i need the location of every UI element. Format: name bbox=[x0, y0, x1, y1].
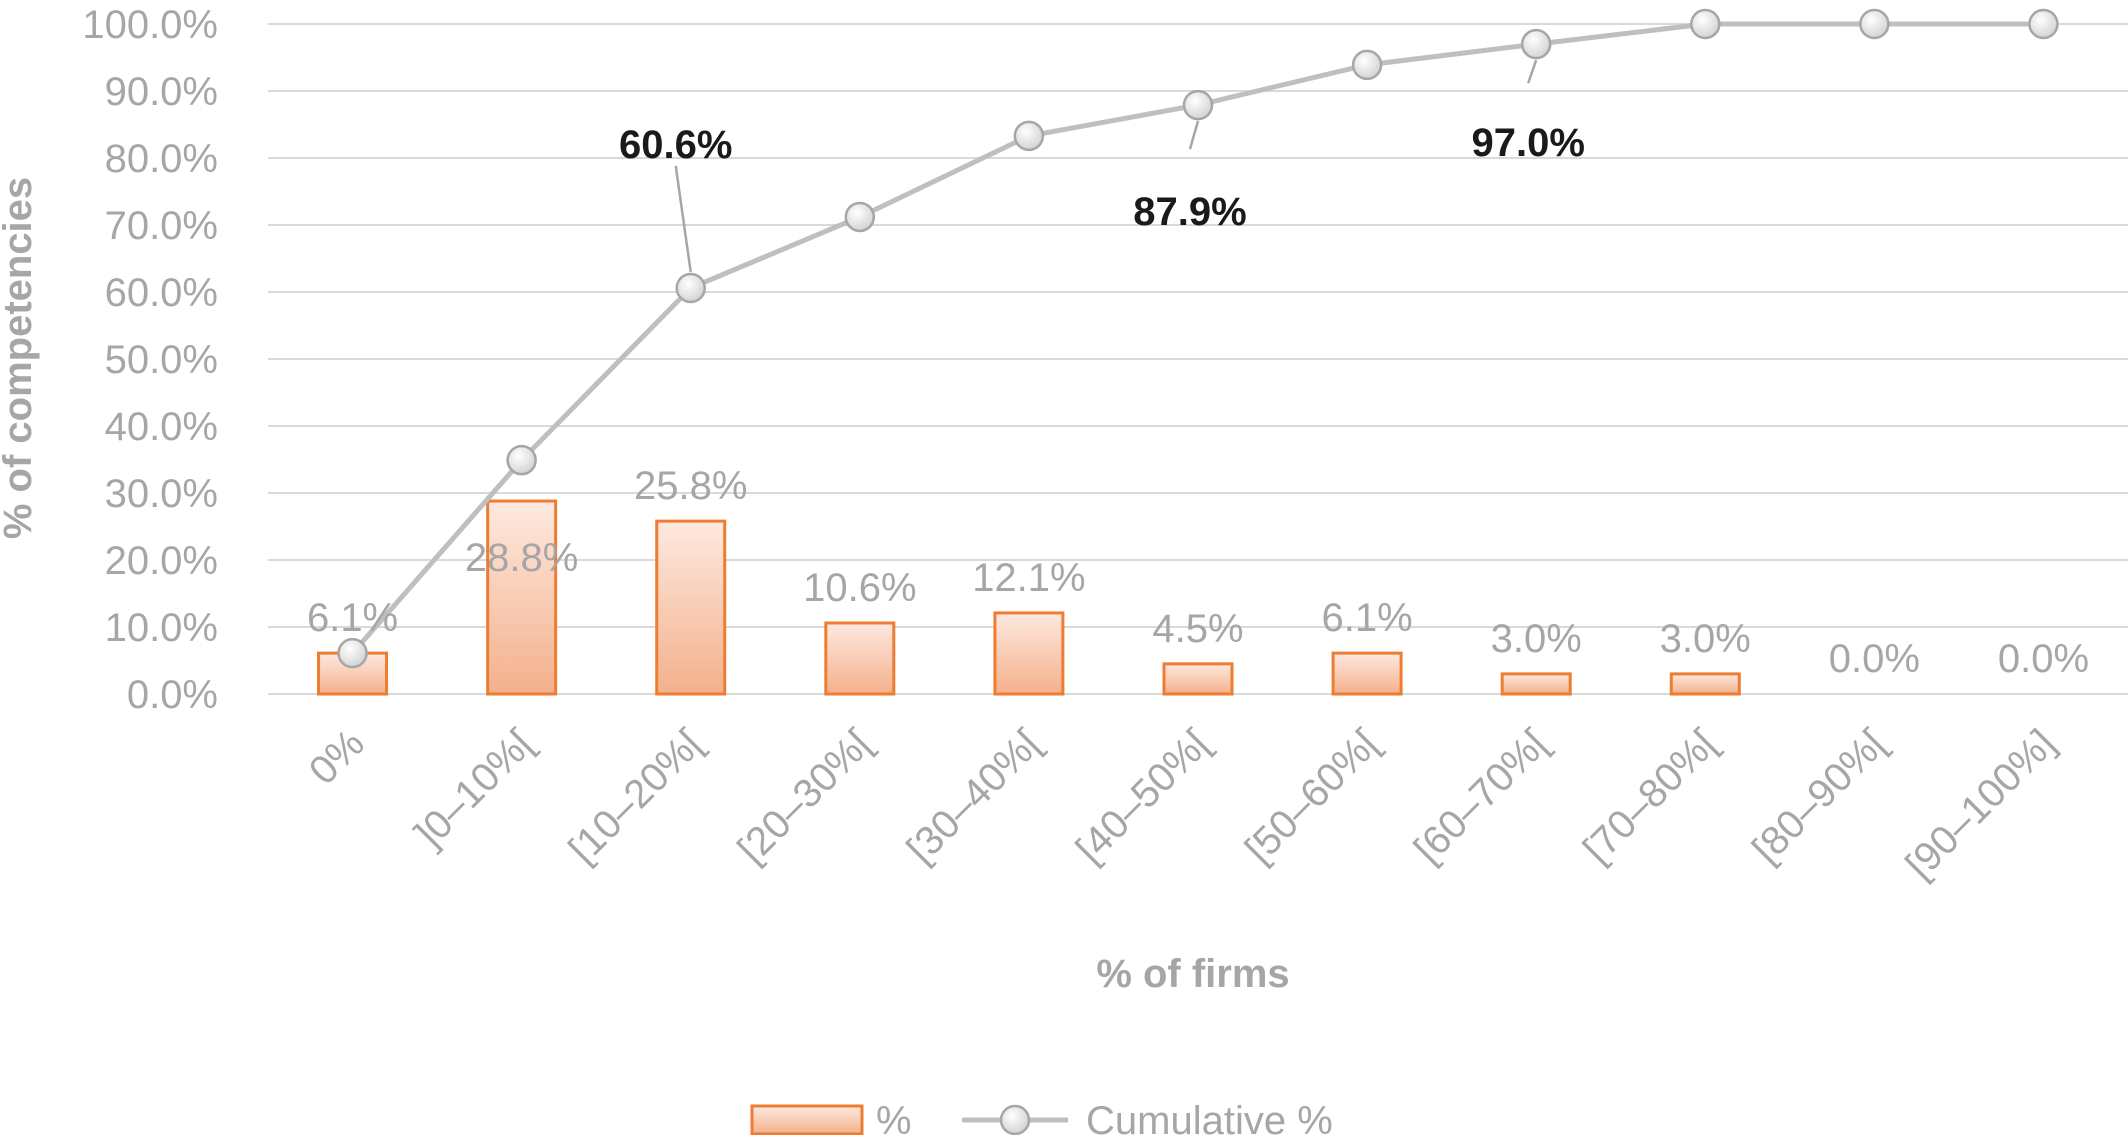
cumulative-marker bbox=[844, 201, 876, 233]
bar-data-label: 12.1% bbox=[972, 556, 1085, 600]
bar bbox=[1669, 672, 1741, 696]
callout-label: 87.9% bbox=[1133, 190, 1246, 234]
cumulative-marker bbox=[1520, 28, 1552, 60]
cumulative-marker bbox=[2028, 8, 2059, 40]
gridlines bbox=[268, 23, 2128, 695]
x-tick-label: [20–30%[ bbox=[730, 721, 881, 872]
x-tick-label: [70–80%[ bbox=[1575, 721, 1726, 872]
bar-data-label: 4.5% bbox=[1152, 607, 1243, 651]
y-tick-label: 60.0% bbox=[105, 271, 218, 315]
y-tick-label: 0.0% bbox=[127, 673, 218, 717]
cumulative-marker bbox=[675, 272, 706, 304]
bar bbox=[1500, 672, 1572, 696]
bar-data-label: 0.0% bbox=[1998, 637, 2089, 681]
bar bbox=[655, 519, 727, 696]
x-axis-ticks: 0% ]0–10%[[10–20%[[20–30%[[30–40%[[40–50%… bbox=[301, 721, 2064, 887]
callout-leader bbox=[1527, 59, 1538, 84]
legend-line-label: Cumulative % bbox=[1086, 1099, 1333, 1135]
x-tick-label: [50–60%[ bbox=[1237, 721, 1388, 872]
x-tick-label: [60–70%[ bbox=[1406, 721, 1557, 872]
callout-leader bbox=[674, 165, 692, 273]
bar-data-label: 6.1% bbox=[307, 596, 398, 640]
y-tick-label: 80.0% bbox=[105, 137, 218, 181]
x-axis-title: % of firms bbox=[1096, 952, 1289, 996]
y-tick-label: 90.0% bbox=[105, 70, 218, 114]
y-axis-ticks: 0.0% 10.0% 20.0% 30.0% 40.0% 50.0% 60.0% 70.0% 8… bbox=[82, 3, 218, 717]
bar bbox=[824, 621, 896, 696]
bar bbox=[1331, 651, 1403, 696]
bar bbox=[1162, 662, 1234, 696]
bar-data-label: 3.0% bbox=[1491, 617, 1582, 661]
x-tick-label: [80–90%[ bbox=[1744, 721, 1895, 872]
cumulative-marker bbox=[337, 637, 368, 669]
y-tick-label: 40.0% bbox=[105, 405, 218, 449]
callout-leader bbox=[1188, 120, 1200, 150]
bar-data-labels: 6.1% 28.8% 25.8% 10.6% 12.1% 4.5% 6.1% 3.0% 3.0%… bbox=[307, 464, 2089, 681]
callout-label: 97.0% bbox=[1471, 121, 1584, 165]
y-axis-title: % of competencies bbox=[0, 177, 40, 539]
cumulative-marker bbox=[1013, 120, 1045, 152]
y-tick-label: 10.0% bbox=[105, 606, 218, 650]
bar-series bbox=[317, 499, 1741, 696]
bar-data-label: 25.8% bbox=[634, 464, 747, 508]
cumulative-marker bbox=[1182, 89, 1214, 121]
cumulative-line-series bbox=[337, 8, 2059, 669]
bar-data-label: 3.0% bbox=[1660, 617, 1751, 661]
x-tick-label: [30–40%[ bbox=[899, 721, 1050, 872]
bar-data-label: 10.6% bbox=[803, 566, 916, 610]
y-tick-label: 70.0% bbox=[105, 204, 218, 248]
bar bbox=[993, 611, 1065, 696]
x-tick-label: [10–20%[ bbox=[560, 721, 711, 872]
bar bbox=[486, 499, 558, 696]
x-tick-label: 0% bbox=[301, 721, 373, 793]
y-tick-label: 100.0% bbox=[82, 3, 218, 47]
bar-data-label: 6.1% bbox=[1322, 596, 1413, 640]
legend-bar-swatch bbox=[750, 1104, 864, 1135]
cumulative-marker bbox=[506, 444, 537, 476]
legend-line-marker bbox=[999, 1104, 1031, 1135]
cumulative-callouts: 60.6% 87.9% 97.0% bbox=[619, 59, 1585, 273]
cumulative-marker bbox=[1859, 8, 1890, 40]
y-tick-label: 30.0% bbox=[105, 472, 218, 516]
callout-label: 60.6% bbox=[619, 123, 732, 167]
cumulative-marker bbox=[1690, 8, 1721, 40]
cumulative-marker bbox=[1351, 49, 1383, 81]
x-tick-label: ]0–10%[ bbox=[407, 721, 542, 856]
bar-data-label: 0.0% bbox=[1829, 637, 1920, 681]
bar-data-label: 28.8% bbox=[465, 536, 578, 580]
y-tick-label: 50.0% bbox=[105, 338, 218, 382]
y-tick-label: 20.0% bbox=[105, 539, 218, 583]
legend: % Cumulative % bbox=[750, 1099, 1333, 1135]
x-tick-label: [40–50%[ bbox=[1068, 721, 1219, 872]
legend-bar-label: % bbox=[876, 1099, 912, 1135]
x-tick-label: [90–100%] bbox=[1897, 721, 2063, 887]
